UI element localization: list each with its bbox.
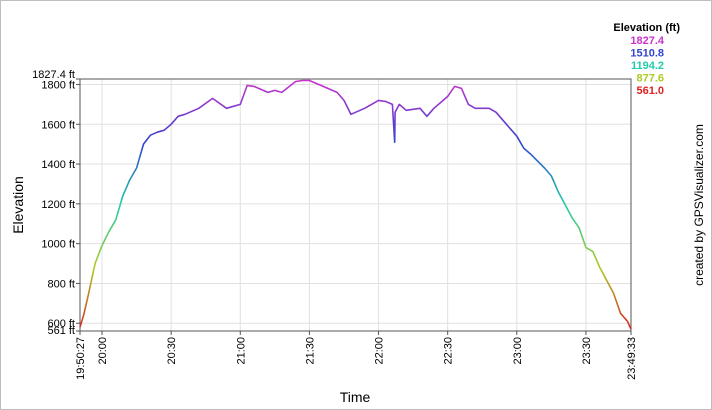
x-tick-label: 23:30 xyxy=(581,337,593,365)
legend-entry: 1194.2 xyxy=(631,60,664,72)
legend-entry: 1510.8 xyxy=(630,48,664,60)
x-axis-ticks: 19:50:27 20:00 20:30 21:00 21:30 22:00 22:30 23… xyxy=(75,331,638,380)
y-axis-title: Elevation xyxy=(10,176,26,234)
y-tick-label: 1000 ft xyxy=(41,239,75,251)
elevation-series-line xyxy=(79,79,632,330)
plot-area-border xyxy=(79,78,632,332)
legend-entry: 1827.4 xyxy=(630,35,665,47)
credit-text: created by GPSVisualizer.com xyxy=(692,124,706,286)
x-tick-label: 23:00 xyxy=(512,337,524,365)
y-tick-label: 1600 ft xyxy=(41,119,75,131)
y-tick-label: 600 ft xyxy=(47,318,75,330)
x-tick-label: 22:00 xyxy=(374,337,386,365)
y-tick-label: 1800 ft xyxy=(41,79,75,91)
y-tick-label: 800 ft xyxy=(47,278,75,290)
x-tick-label: 21:00 xyxy=(235,337,247,365)
x-axis-title: Time xyxy=(340,389,371,405)
x-tick-label: 23:49:33 xyxy=(626,337,638,380)
legend-entry: 561.0 xyxy=(636,85,664,97)
x-tick-label: 20:30 xyxy=(166,337,178,365)
y-tick-label: 561 ft xyxy=(47,325,75,337)
legend-title: Elevation (ft) xyxy=(613,22,680,34)
x-tick-label: 21:30 xyxy=(304,337,316,365)
x-tick-label: 20:00 xyxy=(97,337,109,365)
grid-lines xyxy=(79,78,632,332)
y-tick-label: 1827.4 ft xyxy=(32,69,75,81)
y-tick-label: 1400 ft xyxy=(41,159,75,171)
x-tick-label: 19:50:27 xyxy=(75,337,87,380)
legend-entry: 877.6 xyxy=(636,73,664,85)
x-tick-label: 22:30 xyxy=(443,337,455,365)
y-tick-label: 1200 ft xyxy=(41,199,75,211)
